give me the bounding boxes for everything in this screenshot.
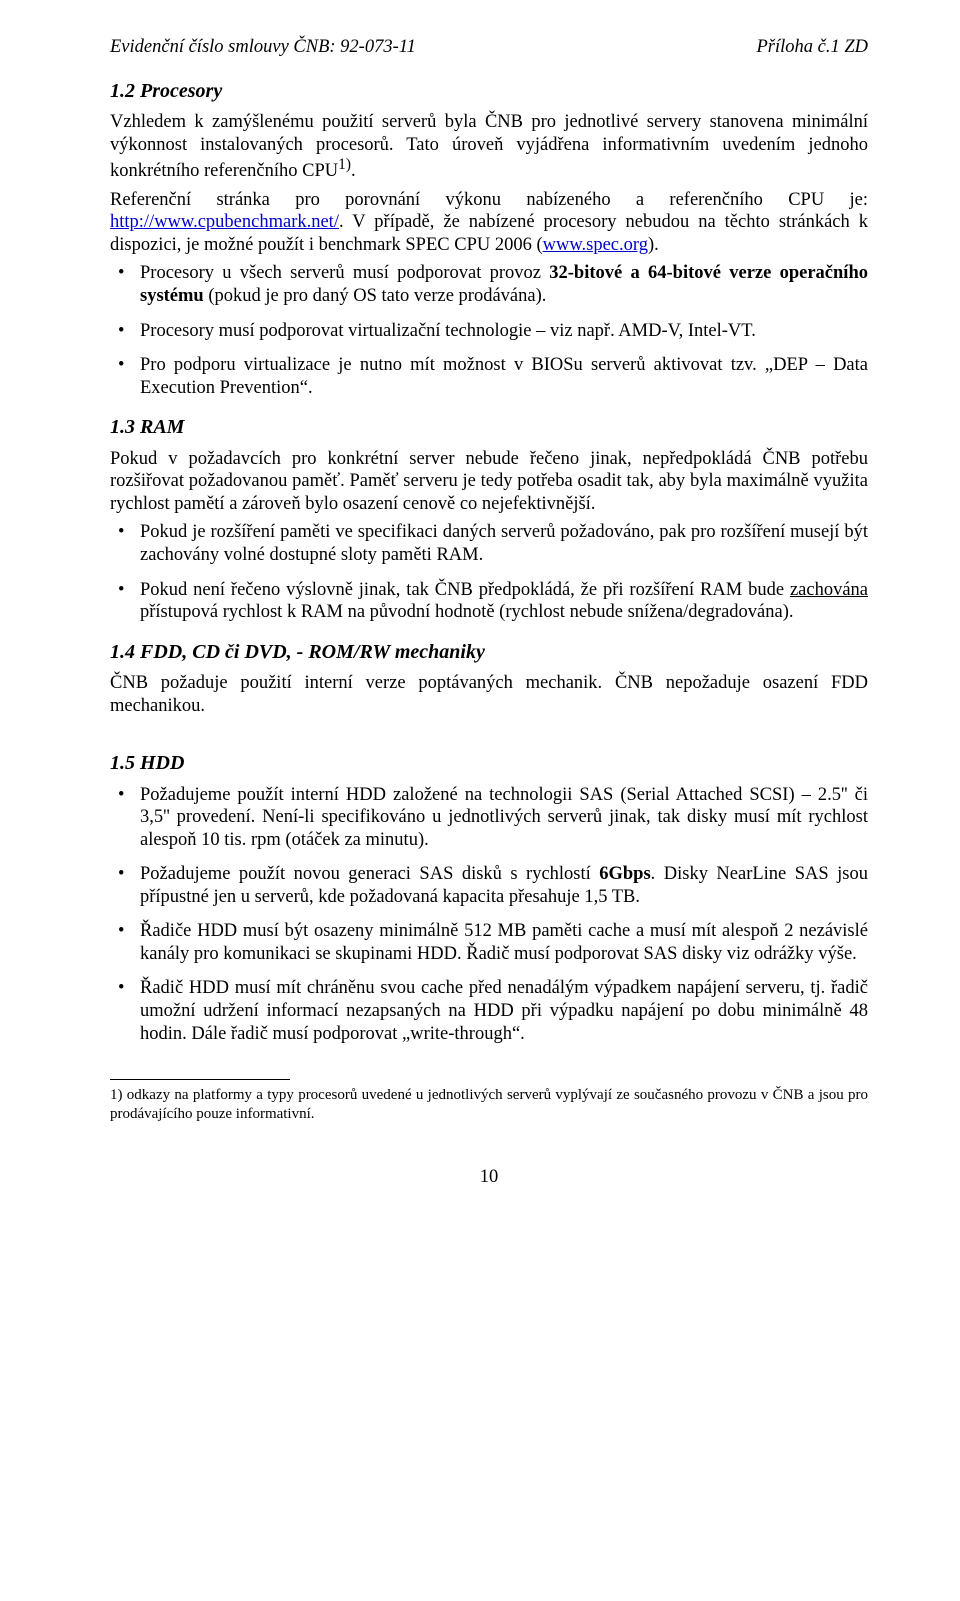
text: Řadič HDD musí mít chráněnu svou cache p… [140, 978, 868, 1043]
list-item: Pro podporu virtualizace je nutno mít mo… [110, 354, 868, 399]
footnote-ref: 1) [338, 156, 351, 173]
text: . [351, 161, 356, 181]
heading-1-4: 1.4 FDD, CD či DVD, - ROM/RW mechaniky [110, 640, 868, 664]
list-item: Požadujeme použít novou generaci SAS dis… [110, 863, 868, 908]
footnote-text: 1) odkazy na platformy a typy procesorů … [110, 1086, 868, 1124]
link-spec-org[interactable]: www.spec.org [543, 235, 648, 255]
page-number: 10 [110, 1166, 868, 1189]
text: přístupová rychlost k RAM na původní hod… [140, 602, 794, 622]
text: Referenční stránka pro porovnání výkonu … [110, 190, 868, 210]
list-1-2: Procesory u všech serverů musí podporova… [110, 262, 868, 399]
heading-1-2: 1.2 Procesory [110, 79, 868, 103]
heading-1-3: 1.3 RAM [110, 415, 868, 439]
list-1-3: Pokud je rozšíření paměti ve specifikaci… [110, 521, 868, 623]
list-item: Požadujeme použít interní HDD založené n… [110, 784, 868, 852]
footnote-rule [110, 1079, 290, 1080]
link-cpubenchmark[interactable]: http://www.cpubenchmark.net/ [110, 212, 339, 232]
para-1-4: ČNB požaduje použití interní verze poptá… [110, 672, 868, 717]
heading-1-5: 1.5 HDD [110, 751, 868, 775]
text: Procesory musí podporovat virtualizační … [140, 321, 756, 341]
text: Požadujeme použít novou generaci SAS dis… [140, 864, 599, 884]
para-1-2-ref: Referenční stránka pro porovnání výkonu … [110, 189, 868, 257]
list-item: Řadiče HDD musí být osazeny minimálně 51… [110, 920, 868, 965]
para-1-3-intro: Pokud v požadavcích pro konkrétní server… [110, 448, 868, 516]
list-item: Řadič HDD musí mít chráněnu svou cache p… [110, 977, 868, 1045]
text: Pro podporu virtualizace je nutno mít mo… [140, 355, 868, 398]
text: Procesory u všech serverů musí podporova… [140, 263, 549, 283]
text: Pokud není řečeno výslovně jinak, tak ČN… [140, 580, 790, 600]
para-1-2-intro: Vzhledem k zamýšlenému použití serverů b… [110, 111, 868, 183]
page: Evidenční číslo smlouvy ČNB: 92-073-11 P… [0, 0, 960, 1601]
spacer [110, 723, 868, 735]
text-underline: zachována [790, 580, 868, 600]
header-left: Evidenční číslo smlouvy ČNB: 92-073-11 [110, 36, 416, 59]
text-bold: 6Gbps [599, 864, 650, 884]
text: Řadiče HDD musí být osazeny minimálně 51… [140, 921, 868, 964]
header-right: Příloha č.1 ZD [756, 36, 868, 59]
text: (pokud je pro daný OS tato verze prodává… [204, 286, 547, 306]
list-item: Pokud není řečeno výslovně jinak, tak ČN… [110, 579, 868, 624]
list-item: Procesory musí podporovat virtualizační … [110, 320, 868, 343]
text: Vzhledem k zamýšlenému použití serverů b… [110, 112, 868, 181]
text: Požadujeme použít interní HDD založené n… [140, 785, 868, 850]
page-header: Evidenční číslo smlouvy ČNB: 92-073-11 P… [110, 36, 868, 59]
list-item: Procesory u všech serverů musí podporova… [110, 262, 868, 307]
text: Pokud je rozšíření paměti ve specifikaci… [140, 522, 868, 565]
list-item: Pokud je rozšíření paměti ve specifikaci… [110, 521, 868, 566]
text: ). [648, 235, 659, 255]
list-1-5: Požadujeme použít interní HDD založené n… [110, 784, 868, 1046]
